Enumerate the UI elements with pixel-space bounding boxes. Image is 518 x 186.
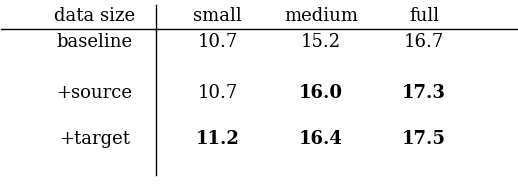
Text: 16.4: 16.4 [299,130,343,148]
Text: 15.2: 15.2 [301,33,341,51]
Text: 17.3: 17.3 [402,84,446,102]
Text: +source: +source [56,84,132,102]
Text: full: full [409,7,439,25]
Text: medium: medium [284,7,358,25]
Text: 16.7: 16.7 [404,33,444,51]
Text: baseline: baseline [56,33,132,51]
Text: small: small [193,7,242,25]
Text: 10.7: 10.7 [198,84,238,102]
Text: data size: data size [53,7,135,25]
Text: 10.7: 10.7 [198,33,238,51]
Text: 11.2: 11.2 [196,130,240,148]
Text: +target: +target [59,130,130,148]
Text: 16.0: 16.0 [299,84,343,102]
Text: 17.5: 17.5 [402,130,446,148]
